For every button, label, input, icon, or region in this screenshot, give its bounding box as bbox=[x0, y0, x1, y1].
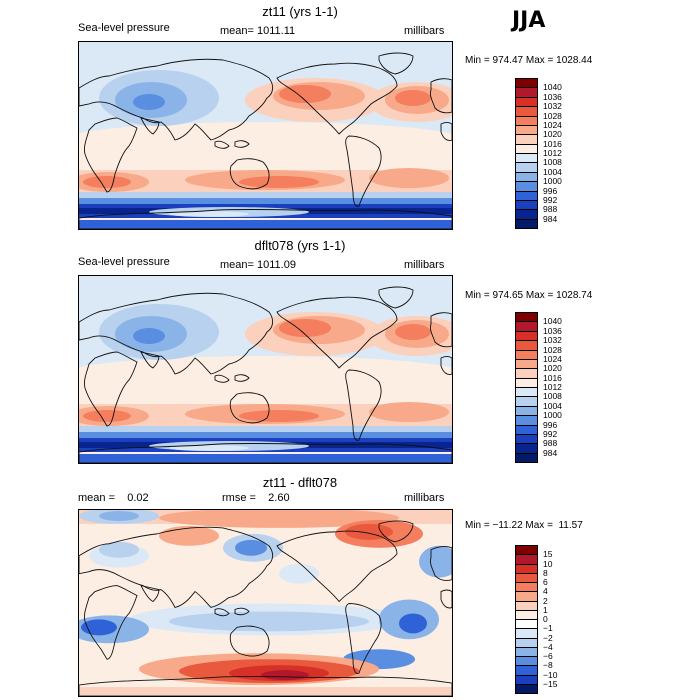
panel2-field bbox=[79, 276, 452, 463]
panel3-minmax: Min = −11.22 Max = 11.57 bbox=[465, 520, 583, 531]
panel2-variable-label: Sea-level pressure bbox=[78, 256, 170, 268]
panel2-minmax: Min = 974.65 Max = 1028.74 bbox=[465, 290, 593, 301]
colorbar-tick-label: 1008 bbox=[543, 157, 562, 168]
colorbar-tick-label: 992 bbox=[543, 428, 558, 439]
colorbar-tick-label: 984 bbox=[543, 447, 558, 458]
pressure-contours bbox=[79, 276, 452, 463]
colorbar-tick-label: 1020 bbox=[543, 363, 562, 374]
colorbar-tick-label: 8 bbox=[543, 567, 548, 578]
colorbar-tick-label: 1028 bbox=[543, 110, 562, 121]
panel1-title: zt11 (yrs 1-1) bbox=[262, 4, 338, 19]
panel3-field bbox=[79, 510, 452, 696]
colorbar-swatch bbox=[515, 218, 538, 229]
colorbar-tick-label: 1032 bbox=[543, 101, 562, 112]
pressure-contours bbox=[79, 510, 452, 696]
panel1-variable-label: Sea-level pressure bbox=[78, 22, 170, 34]
colorbar-tick-label: 1008 bbox=[543, 391, 562, 402]
panel1-colorbar: 1040 1036 1032 1028 1024 1020 1016 1012 1008 1004… bbox=[515, 78, 575, 229]
colorbar-tick-label: 988 bbox=[543, 204, 558, 215]
colorbar-tick-label: 1004 bbox=[543, 166, 562, 177]
panel1-mean-label: mean= 1011.11 bbox=[220, 25, 296, 37]
colorbar-tick-label: 1032 bbox=[543, 335, 562, 346]
colorbar-tick-label: 1028 bbox=[543, 344, 562, 355]
colorbar-tick-label: −6 bbox=[543, 651, 553, 661]
coastlines bbox=[79, 520, 452, 696]
colorbar-tick-label: 996 bbox=[543, 185, 558, 196]
colorbar-tick-label: 1000 bbox=[543, 410, 562, 421]
colorbar-tick-label: −1 bbox=[543, 623, 553, 634]
colorbar-tick-label: 1036 bbox=[543, 91, 562, 102]
panel2-mean-label: mean= 1011.09 bbox=[220, 259, 296, 271]
panel3-colorbar: 15 10 8 6 4 2 1 0 −1 −2 −4 −6 −8 −10 −15 bbox=[515, 545, 575, 694]
colorbar-tick-label: −4 bbox=[543, 641, 553, 652]
colorbar-tick-label: 2 bbox=[543, 595, 548, 606]
colorbar-tick-label: 10 bbox=[543, 558, 553, 569]
colorbar-tick-label: −8 bbox=[543, 660, 553, 671]
panel1-minmax: Min = 974.47 Max = 1028.44 bbox=[465, 55, 593, 66]
colorbar-tick-label: 1036 bbox=[543, 325, 562, 336]
panel3-rmse-label: rmse = 2.60 bbox=[222, 492, 290, 504]
colorbar-tick-label: 1016 bbox=[543, 372, 562, 383]
panel1-units-label: millibars bbox=[404, 25, 445, 37]
colorbar-tick-label: 1000 bbox=[543, 176, 562, 187]
pressure-contours bbox=[79, 42, 452, 229]
colorbar-tick-label: 1016 bbox=[543, 138, 562, 149]
panel3-map bbox=[78, 509, 453, 697]
colorbar-tick-label: 6 bbox=[543, 577, 548, 587]
colorbar-tick-label: 1040 bbox=[543, 82, 562, 93]
colorbar-tick-label: 4 bbox=[543, 586, 548, 597]
panel3-title: zt11 - dflt078 bbox=[262, 475, 338, 490]
colorbar-tick-label: 1040 bbox=[543, 316, 562, 327]
colorbar-tick-label: 988 bbox=[543, 438, 558, 449]
colorbar-tick-label: 15 bbox=[543, 549, 553, 560]
colorbar-tick-label: 1020 bbox=[543, 129, 562, 140]
colorbar-tick-label: −10 bbox=[543, 669, 558, 680]
panel2-units-label: millibars bbox=[404, 259, 445, 271]
season-label: JJA bbox=[512, 8, 546, 33]
colorbar-swatch bbox=[515, 683, 538, 694]
colorbar-tick-label: 984 bbox=[543, 213, 558, 224]
colorbar-tick-label: 0 bbox=[543, 614, 548, 624]
panel1-map bbox=[78, 41, 453, 230]
panel2-colorbar: 1040 1036 1032 1028 1024 1020 1016 1012 1008 1004… bbox=[515, 312, 575, 463]
panel2-map bbox=[78, 275, 453, 464]
colorbar-tick-label: 1004 bbox=[543, 400, 562, 411]
panel1-field bbox=[79, 42, 452, 229]
colorbar-tick-label: 992 bbox=[543, 194, 558, 205]
colorbar-tick-label: −2 bbox=[543, 632, 553, 643]
colorbar-tick-label: −15 bbox=[543, 678, 558, 689]
panel3-units-label: millibars bbox=[404, 492, 445, 504]
coastlines bbox=[79, 286, 452, 463]
coastlines bbox=[79, 52, 452, 229]
colorbar-tick-label: 1012 bbox=[543, 382, 562, 392]
colorbar-tick-label: 1024 bbox=[543, 353, 562, 364]
colorbar-swatch bbox=[515, 452, 538, 463]
colorbar-tick-label: 1024 bbox=[543, 119, 562, 130]
panel3-mean-label: mean = 0.02 bbox=[78, 492, 149, 504]
colorbar-tick-label: 1 bbox=[543, 604, 548, 615]
colorbar-tick-label: 996 bbox=[543, 419, 558, 430]
panel2-title: dflt078 (yrs 1-1) bbox=[254, 238, 346, 253]
colorbar-tick-label: 1012 bbox=[543, 148, 562, 158]
